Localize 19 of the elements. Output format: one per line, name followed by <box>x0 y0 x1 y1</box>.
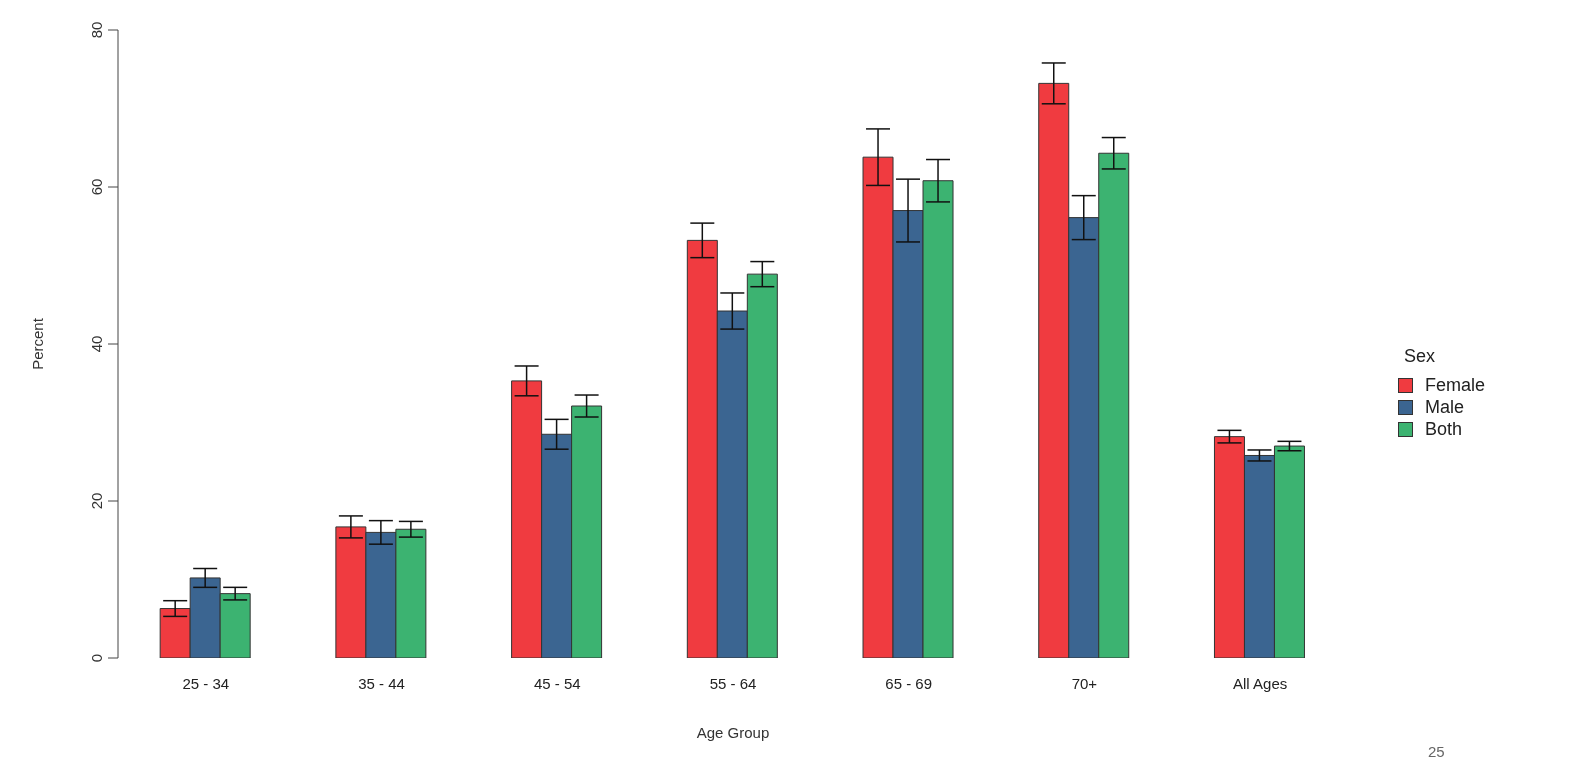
x-axis-title: Age Group <box>696 724 770 741</box>
legend-label: Male <box>1425 397 1465 418</box>
y-tick-label: 40 <box>88 335 105 353</box>
y-tick-label: 0 <box>88 653 105 663</box>
x-tick-label: 55 - 64 <box>709 674 757 692</box>
x-tick-label: 35 - 44 <box>358 674 405 692</box>
y-axis-title: Percent <box>29 317 47 370</box>
text: 25 <box>1428 743 1445 760</box>
x-tick-label: 25 - 34 <box>182 674 230 692</box>
legend-label: Both <box>1425 419 1463 440</box>
x-tick-label: 65 - 69 <box>885 674 933 692</box>
y-tick-label: 60 <box>88 178 105 196</box>
x-tick-label: 70+ <box>1071 674 1098 692</box>
legend-label: Female <box>1425 375 1486 396</box>
x-tick-label: All Ages <box>1233 674 1288 692</box>
y-tick-label: 20 <box>88 492 105 510</box>
y-tick-label: 80 <box>88 21 105 39</box>
x-tick-label: 45 - 54 <box>533 674 581 692</box>
legend-title: Sex <box>1404 345 1437 367</box>
